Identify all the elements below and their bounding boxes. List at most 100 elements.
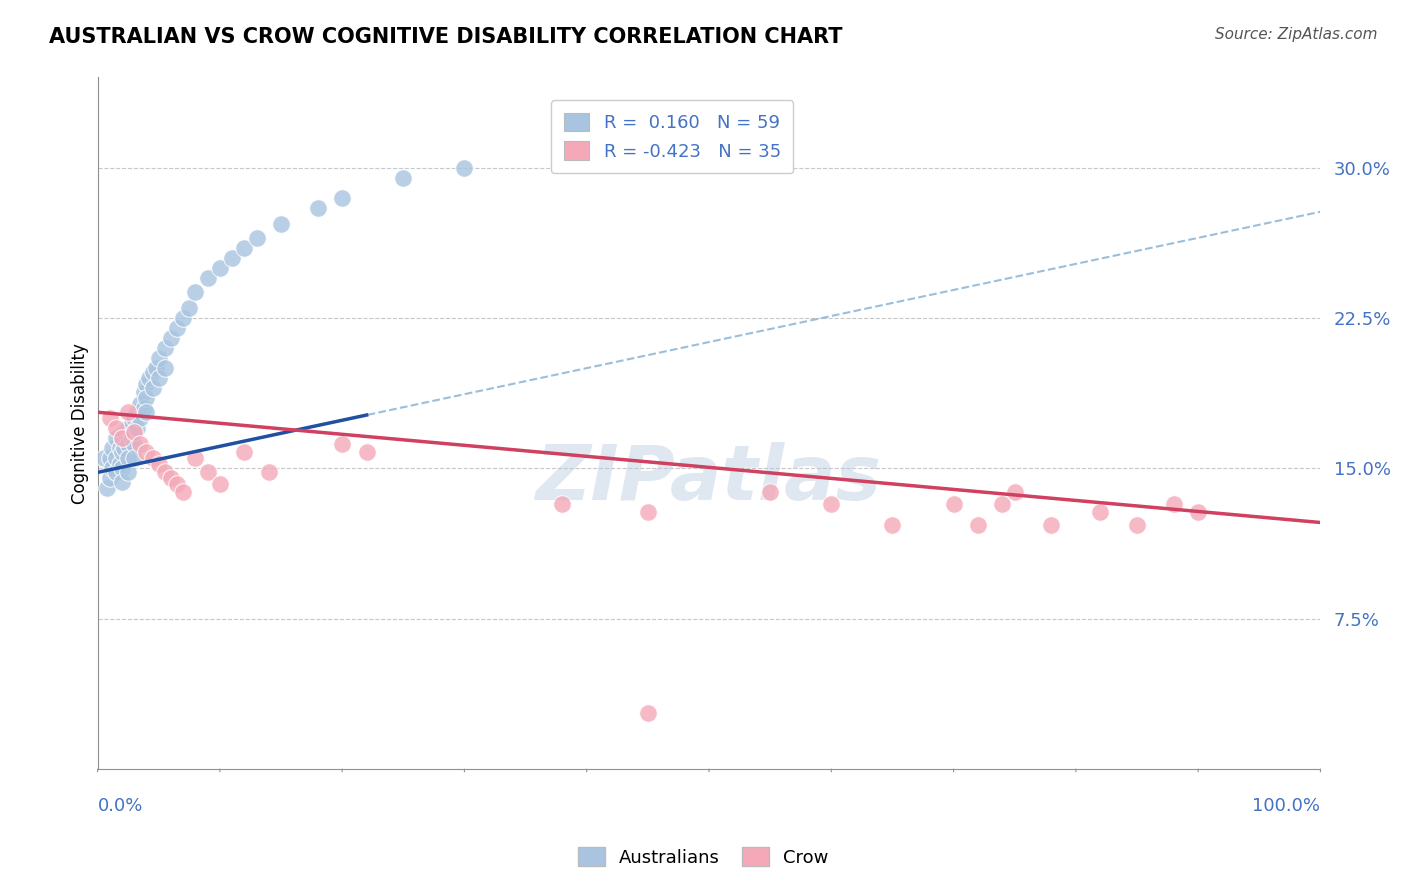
Point — [991, 498, 1014, 512]
Point — [111, 431, 134, 445]
Point — [637, 506, 659, 520]
Point — [153, 361, 176, 376]
Point — [104, 451, 127, 466]
Point — [392, 170, 415, 185]
Point — [117, 437, 139, 451]
Point — [453, 161, 475, 175]
Point — [125, 421, 148, 435]
Point — [122, 425, 145, 440]
Point — [111, 431, 134, 445]
Point — [172, 311, 194, 326]
Point — [184, 451, 207, 466]
Point — [122, 437, 145, 451]
Point — [148, 458, 170, 472]
Point — [551, 498, 574, 512]
Point — [208, 260, 231, 275]
Point — [117, 421, 139, 435]
Point — [98, 451, 121, 466]
Point — [307, 201, 329, 215]
Point — [111, 445, 134, 459]
Point — [1163, 498, 1185, 512]
Point — [121, 431, 143, 445]
Point — [1004, 485, 1026, 500]
Point — [135, 377, 157, 392]
Text: 0.0%: 0.0% — [97, 797, 143, 814]
Point — [129, 411, 152, 425]
Point — [135, 405, 157, 419]
Point — [1187, 506, 1209, 520]
Point — [233, 241, 256, 255]
Point — [184, 285, 207, 299]
Point — [104, 421, 127, 435]
Point — [125, 405, 148, 419]
Point — [129, 397, 152, 411]
Point — [142, 451, 165, 466]
Text: AUSTRALIAN VS CROW COGNITIVE DISABILITY CORRELATION CHART: AUSTRALIAN VS CROW COGNITIVE DISABILITY … — [49, 27, 842, 46]
Point — [104, 466, 127, 480]
Point — [132, 385, 155, 400]
Point — [882, 517, 904, 532]
Point — [356, 445, 378, 459]
Point — [135, 445, 157, 459]
Point — [820, 498, 842, 512]
Point — [142, 381, 165, 395]
Point — [129, 437, 152, 451]
Point — [967, 517, 990, 532]
Point — [1040, 517, 1063, 532]
Point — [1126, 517, 1149, 532]
Point — [270, 217, 292, 231]
Point — [148, 371, 170, 385]
Point — [233, 445, 256, 459]
Point — [101, 461, 124, 475]
Point — [153, 466, 176, 480]
Point — [108, 458, 131, 472]
Point — [172, 485, 194, 500]
Point — [257, 466, 280, 480]
Text: 100.0%: 100.0% — [1253, 797, 1320, 814]
Text: Source: ZipAtlas.com: Source: ZipAtlas.com — [1215, 27, 1378, 42]
Point — [208, 477, 231, 491]
Point — [153, 341, 176, 355]
Point — [121, 417, 143, 432]
Point — [122, 411, 145, 425]
Y-axis label: Cognitive Disability: Cognitive Disability — [72, 343, 89, 504]
Point — [132, 401, 155, 416]
Point — [114, 425, 136, 440]
Point — [166, 321, 188, 335]
Point — [221, 251, 243, 265]
Point — [330, 437, 353, 451]
Point — [111, 475, 134, 490]
Point — [637, 706, 659, 720]
Point — [101, 442, 124, 456]
Point — [117, 451, 139, 466]
Point — [114, 442, 136, 456]
Point — [759, 485, 782, 500]
Point — [197, 466, 219, 480]
Point — [197, 271, 219, 285]
Point — [330, 191, 353, 205]
Point — [245, 231, 267, 245]
Point — [98, 411, 121, 425]
Legend: Australians, Crow: Australians, Crow — [571, 840, 835, 874]
Point — [117, 405, 139, 419]
Point — [145, 361, 167, 376]
Point — [122, 451, 145, 466]
Point — [1090, 506, 1112, 520]
Point — [160, 331, 183, 345]
Point — [166, 477, 188, 491]
Point — [160, 471, 183, 485]
Text: ZIPatlas: ZIPatlas — [536, 442, 882, 516]
Point — [122, 425, 145, 440]
Point — [148, 351, 170, 365]
Point — [111, 461, 134, 475]
Legend: R =  0.160   N = 59, R = -0.423   N = 35: R = 0.160 N = 59, R = -0.423 N = 35 — [551, 100, 793, 173]
Point — [98, 471, 121, 485]
Point — [93, 451, 115, 466]
Point — [117, 466, 139, 480]
Point — [96, 482, 118, 496]
Point — [179, 301, 201, 315]
Point — [138, 371, 160, 385]
Point — [142, 365, 165, 379]
Point — [942, 498, 965, 512]
Point — [135, 391, 157, 405]
